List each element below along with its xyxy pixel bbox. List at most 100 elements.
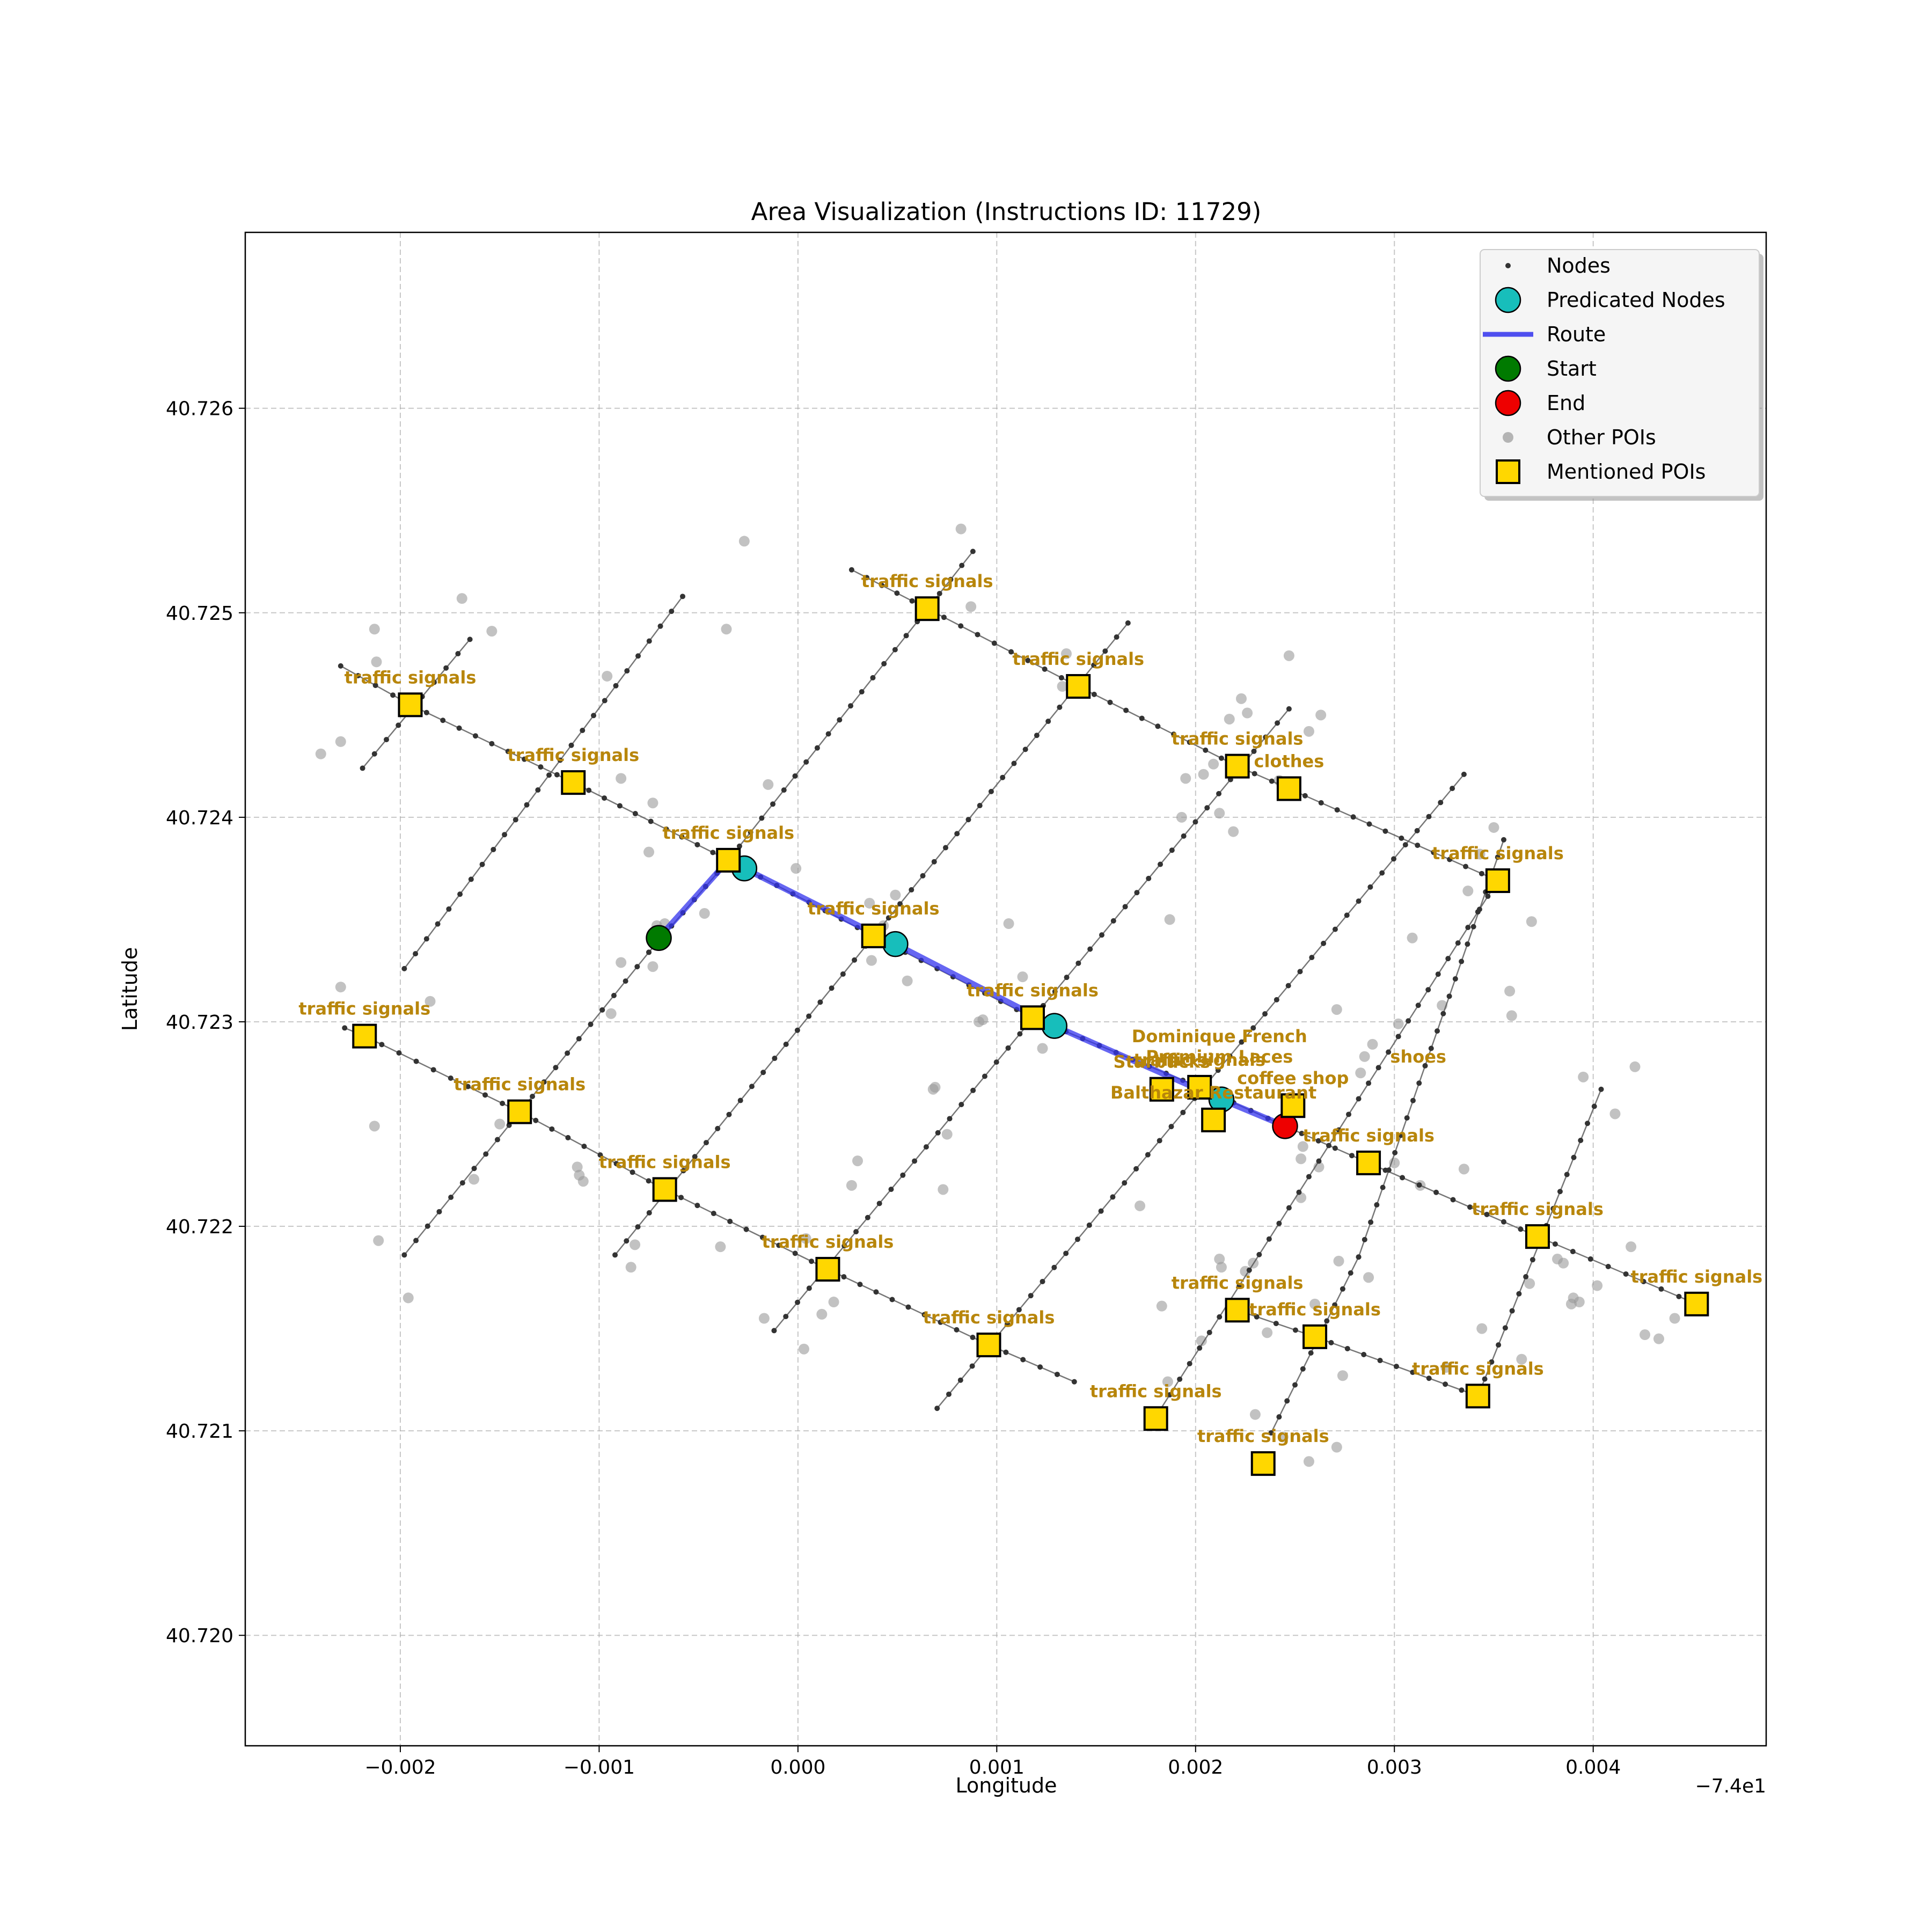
node-point [1250, 1025, 1256, 1031]
node-point [1623, 1271, 1629, 1277]
other-poi-point [1164, 914, 1175, 925]
y-tick-label: 40.723 [166, 1012, 233, 1034]
node-point [1605, 1264, 1611, 1269]
other-poi-point [852, 1155, 863, 1167]
node-point [430, 1067, 436, 1073]
node-point [1440, 1011, 1446, 1016]
node-point [1239, 1039, 1245, 1045]
node-point [360, 765, 365, 771]
node-point [457, 891, 463, 897]
node-point [1292, 1327, 1298, 1333]
node-point [538, 764, 544, 770]
node-point [852, 957, 858, 963]
other-poi-point [486, 626, 497, 637]
node-point [1463, 863, 1469, 869]
node-point [814, 745, 820, 751]
mentioned-poi-label: traffic signals [1249, 1299, 1381, 1320]
node-point [771, 1328, 777, 1334]
node-point [881, 661, 887, 667]
other-poi-point [369, 624, 380, 635]
other-poi-point [800, 1233, 811, 1244]
other-poi-point [1297, 1141, 1308, 1152]
node-point [1495, 854, 1501, 860]
node-point [1426, 1375, 1432, 1381]
node-point [1344, 912, 1350, 918]
mentioned-poi-label: Premium Laces [1146, 1046, 1293, 1067]
mentioned-poi-label: shoes [1390, 1046, 1446, 1067]
node-point [1180, 1109, 1186, 1115]
node-point [342, 1025, 348, 1031]
node-point [1246, 1267, 1252, 1273]
node-point [489, 741, 495, 747]
other-poi-point [402, 1292, 414, 1304]
node-point [935, 1130, 941, 1136]
node-point [941, 614, 947, 620]
node-point [1252, 771, 1257, 777]
chart-title: Area Visualization (Instructions ID: 117… [751, 197, 1262, 226]
node-point [954, 1327, 960, 1333]
node-point [1591, 1103, 1597, 1109]
node-point [1557, 1189, 1563, 1195]
node-point [1262, 1011, 1268, 1017]
node-point [859, 689, 865, 695]
node-point [1452, 976, 1458, 982]
node-point [1382, 828, 1388, 834]
node-point [923, 1144, 929, 1150]
node-point [1366, 1080, 1372, 1086]
mentioned-poi-label: traffic signals [923, 1307, 1055, 1328]
node-point [1410, 1097, 1416, 1103]
node-point [1501, 1219, 1506, 1225]
other-poi-point [1303, 1456, 1314, 1467]
node-point [1435, 1028, 1440, 1034]
other-poi-point [1037, 1043, 1048, 1054]
other-poi-point [1277, 1431, 1289, 1443]
node-point [783, 1314, 789, 1320]
node-point [1158, 861, 1163, 867]
node-point [413, 951, 419, 957]
node-point [1051, 1264, 1057, 1270]
node-point [737, 1097, 743, 1103]
node-point [448, 1075, 453, 1081]
node-point [1286, 706, 1292, 712]
x-tick-label: 0.001 [969, 1757, 1024, 1779]
other-poi-point [1474, 848, 1485, 860]
node-point [970, 1334, 976, 1340]
node-point [942, 845, 948, 851]
other-poi-point [469, 1174, 480, 1185]
start-marker [646, 925, 672, 951]
node-point [1447, 857, 1453, 862]
node-point [1676, 1293, 1682, 1299]
node-point [443, 665, 449, 671]
node-point [599, 1007, 605, 1013]
other-poi-point [941, 1129, 953, 1140]
other-poi-point [1228, 826, 1239, 837]
mentioned-poi-marker [1066, 674, 1091, 699]
node-point [792, 1250, 798, 1256]
node-point [1017, 1031, 1023, 1037]
node-point [894, 590, 900, 596]
node-point [1336, 1127, 1342, 1133]
node-point [1391, 856, 1397, 862]
other-poi-point [1156, 1300, 1167, 1312]
x-tick-label: −0.001 [564, 1757, 635, 1779]
node-point [1299, 1131, 1305, 1137]
mentioned-poi-label: traffic signals [1432, 843, 1564, 863]
node-point [1416, 1182, 1422, 1188]
mentioned-poi-label: Dominique French [1132, 1026, 1307, 1046]
node-point [1404, 1115, 1410, 1121]
node-point [546, 772, 552, 778]
node-point [1356, 1254, 1362, 1260]
other-poi-point [1162, 1376, 1173, 1387]
node-point [1450, 1197, 1456, 1203]
node-point [1058, 675, 1064, 680]
other-poi-point [1337, 1370, 1348, 1381]
node-point [1087, 946, 1093, 952]
node-point [1273, 1321, 1279, 1327]
x-axis-ticks: −0.002 −0.001 0.000 0.001 0.002 0.003 0.004 [364, 1746, 1621, 1779]
node-point [472, 733, 478, 739]
other-poi-point [643, 846, 655, 858]
node-point [1091, 691, 1097, 697]
node-point [1392, 1150, 1398, 1155]
node-point [530, 1093, 536, 1099]
